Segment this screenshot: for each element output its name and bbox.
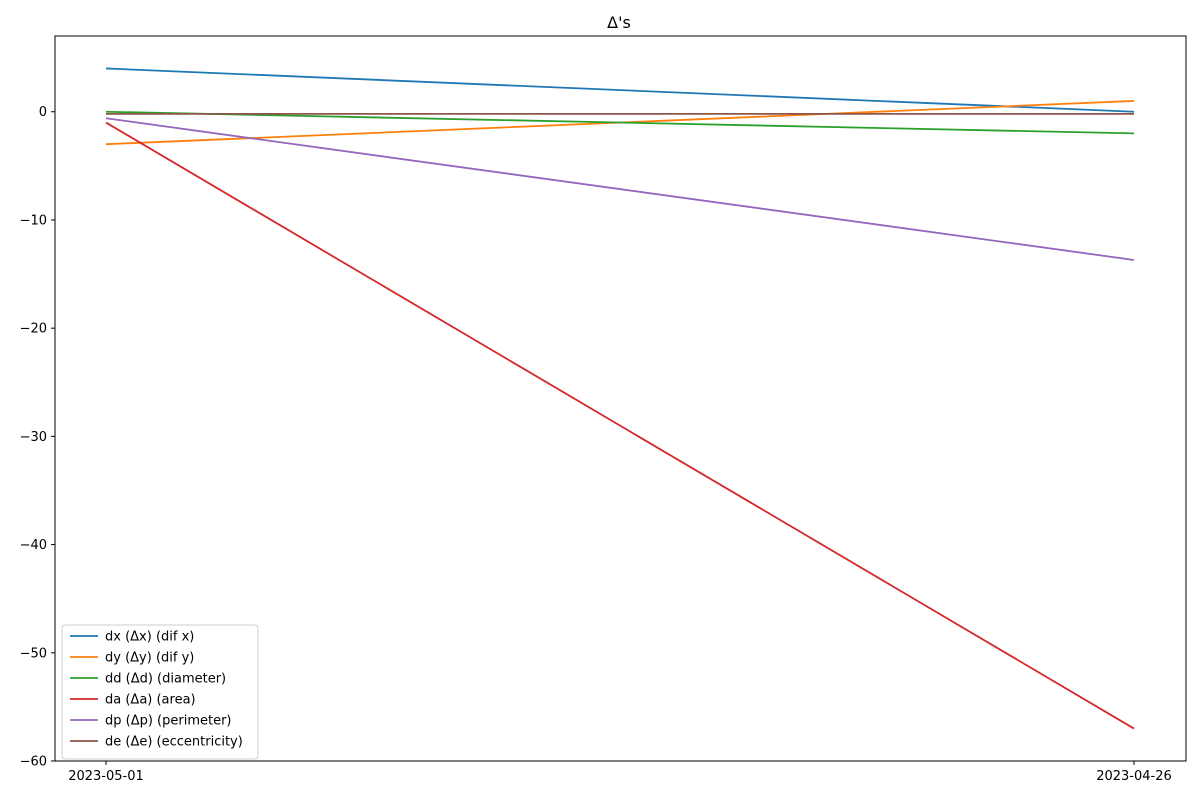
- plot-area: [54, 35, 1187, 762]
- series-layer: [105, 67, 1135, 730]
- legend-entry: dd (Δd) (diameter): [105, 672, 226, 687]
- series-line: [105, 117, 1135, 261]
- series-line: [105, 121, 1135, 730]
- y-tick-label: −30: [20, 430, 47, 445]
- legend-box: [61, 624, 259, 760]
- y-tick-label: −40: [20, 538, 47, 553]
- legend-entry: de (Δe) (eccentricity): [105, 735, 243, 750]
- chart-title: Δ's: [607, 13, 631, 32]
- y-tick-label: −60: [20, 755, 47, 770]
- x-axis: 2023-05-01 2023-04-26: [68, 761, 1172, 784]
- series-line: [105, 110, 1135, 135]
- legend-entry: dp (Δp) (perimeter): [105, 714, 232, 729]
- legend-entry: dx (Δx) (dif x): [105, 630, 194, 645]
- y-tick-label: −10: [20, 213, 47, 228]
- x-tick-label: 2023-05-01: [68, 769, 144, 784]
- legend-entry: da (Δa) (area): [105, 693, 196, 708]
- series-line: [105, 67, 1135, 113]
- y-tick-label: −20: [20, 322, 47, 337]
- legend-entry: dy (Δy) (dif y): [105, 651, 194, 666]
- y-tick-label: −50: [20, 646, 47, 661]
- y-axis: 0 −10 −20 −30 −40 −50 −60: [20, 105, 55, 770]
- legend: dx (Δx) (dif x) dy (Δy) (dif y) dd (Δd) (d…: [61, 624, 259, 760]
- y-tick-label: 0: [39, 105, 47, 120]
- x-tick-label: 2023-04-26: [1096, 769, 1172, 784]
